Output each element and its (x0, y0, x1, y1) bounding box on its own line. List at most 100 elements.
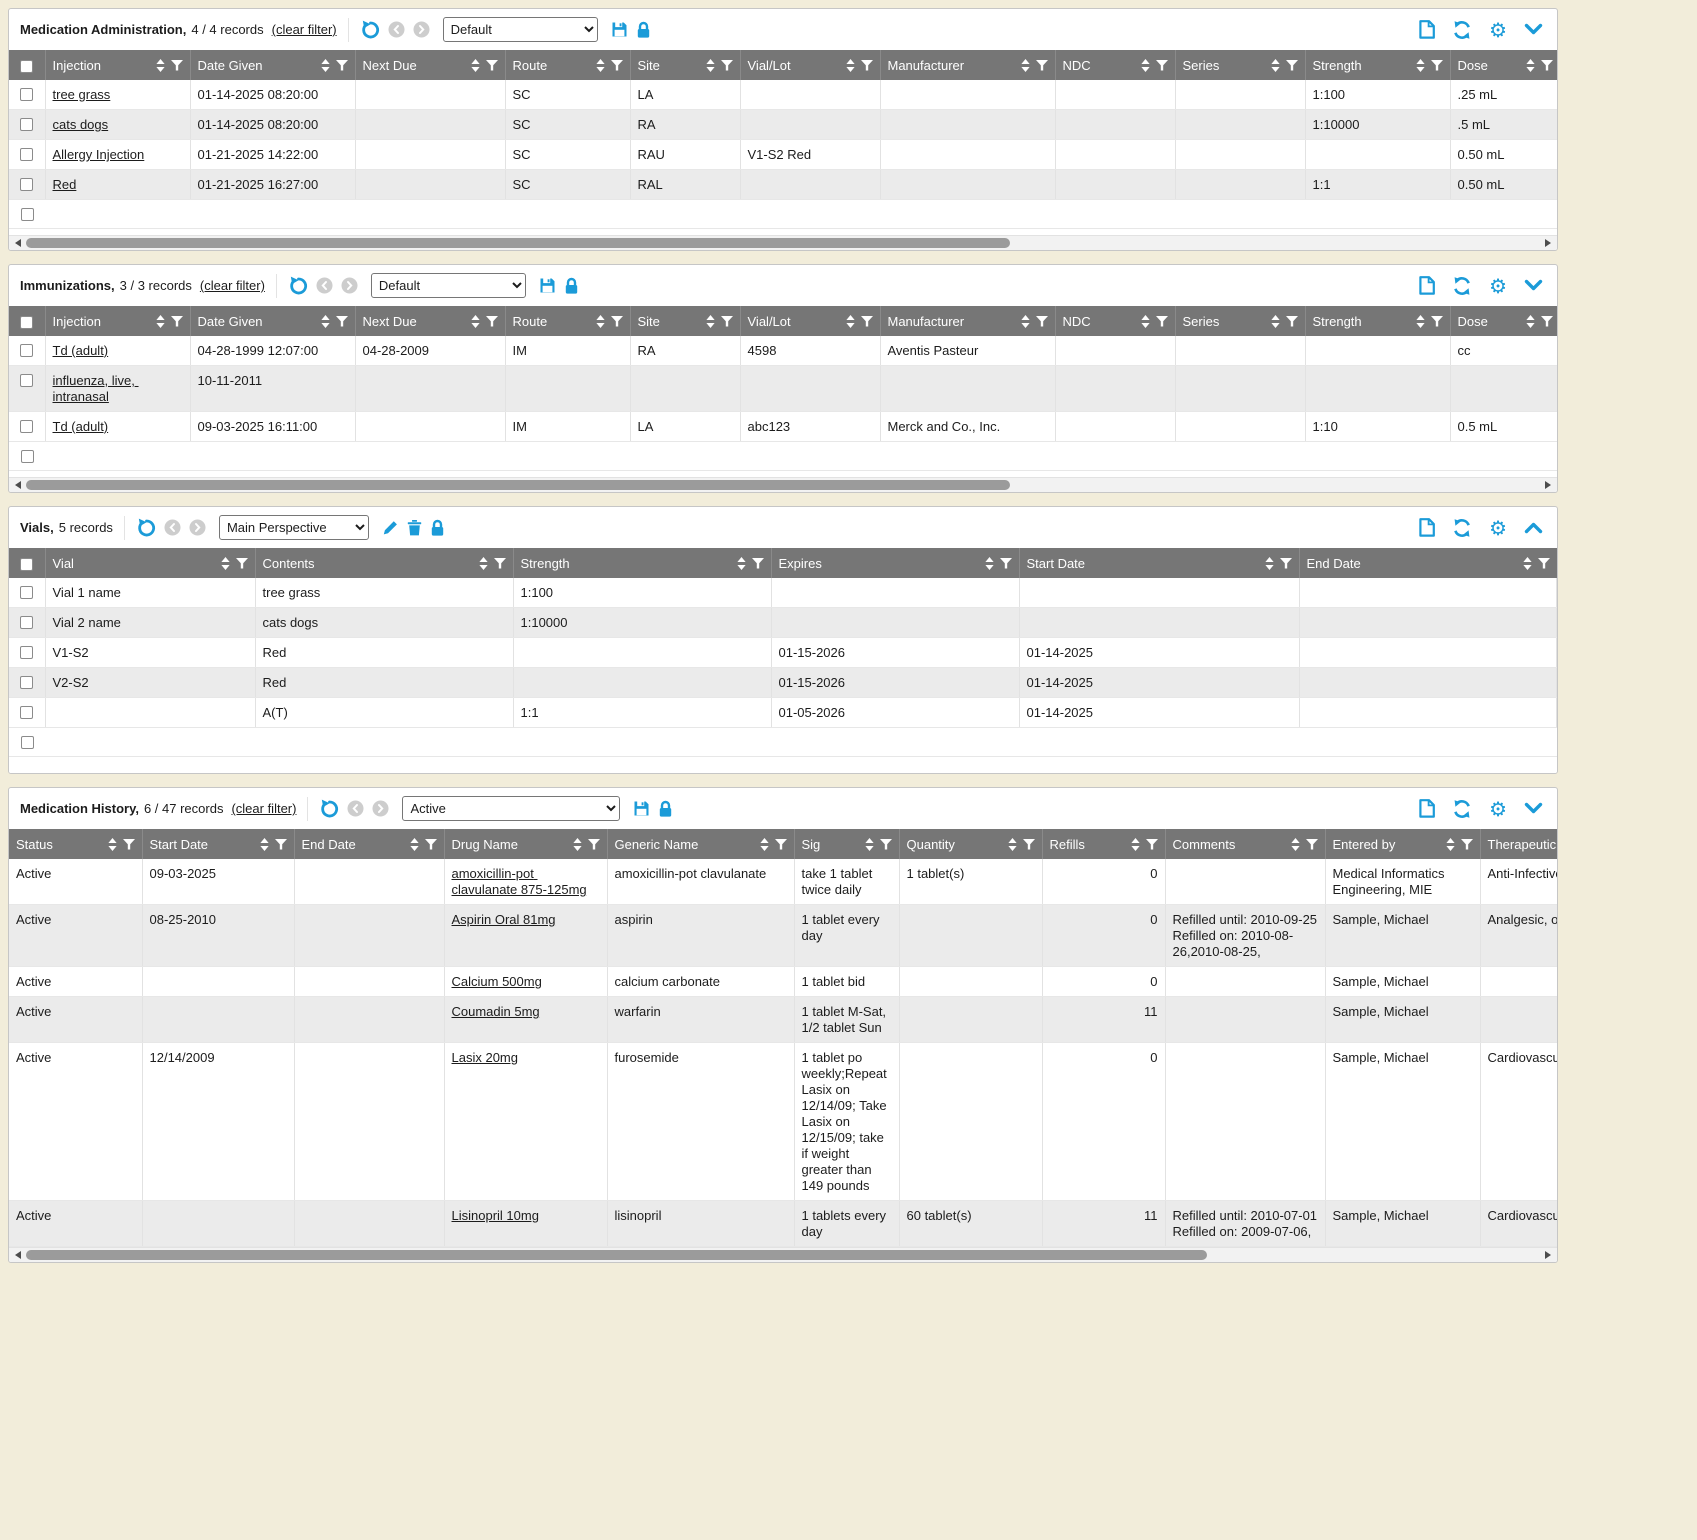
next-perspective-icon[interactable] (189, 519, 206, 536)
sort-icon[interactable] (706, 315, 715, 328)
row-checkbox[interactable] (21, 208, 34, 221)
new-document-icon[interactable] (1419, 20, 1435, 39)
sort-icon[interactable] (865, 838, 874, 851)
save-icon[interactable] (539, 277, 556, 294)
column-header-vial-lot[interactable]: Vial/Lot (740, 306, 880, 336)
row-checkbox[interactable] (21, 450, 34, 463)
column-header-site[interactable]: Site (630, 306, 740, 336)
sort-icon[interactable] (321, 59, 330, 72)
filter-icon[interactable] (721, 316, 733, 327)
perspective-select[interactable]: Default (371, 273, 526, 298)
sort-icon[interactable] (596, 315, 605, 328)
lock-icon[interactable] (564, 277, 579, 295)
sort-icon[interactable] (321, 315, 330, 328)
sort-icon[interactable] (1131, 838, 1140, 851)
collapse-icon[interactable] (1524, 23, 1543, 36)
perspective-select[interactable]: Main Perspective (219, 515, 369, 540)
sort-icon[interactable] (156, 59, 165, 72)
clear-filter-link[interactable]: (clear filter) (272, 22, 337, 37)
save-icon[interactable] (633, 800, 650, 817)
sort-icon[interactable] (1526, 315, 1535, 328)
sort-icon[interactable] (1271, 315, 1280, 328)
row-checkbox[interactable] (20, 178, 33, 191)
filter-icon[interactable] (1286, 60, 1298, 71)
column-header-route[interactable]: Route (505, 50, 630, 80)
gear-icon[interactable]: ⚙ (1489, 518, 1507, 538)
sort-icon[interactable] (1416, 59, 1425, 72)
gear-icon[interactable]: ⚙ (1489, 20, 1507, 40)
column-header-strength[interactable]: Strength (1305, 306, 1450, 336)
scrollbar-thumb[interactable] (26, 238, 1010, 248)
filter-icon[interactable] (486, 316, 498, 327)
filter-icon[interactable] (1036, 60, 1048, 71)
column-header-end-date[interactable]: End Date (1299, 548, 1557, 578)
column-header-expires[interactable]: Expires (771, 548, 1019, 578)
filter-icon[interactable] (861, 316, 873, 327)
cell-link[interactable]: influenza, live, intranasal (53, 373, 139, 404)
row-checkbox[interactable] (20, 646, 33, 659)
undo-icon[interactable] (288, 276, 308, 296)
save-icon[interactable] (611, 21, 628, 38)
select-all-checkbox[interactable] (20, 60, 33, 73)
expand-icon[interactable] (1524, 521, 1543, 534)
column-header-dose[interactable]: Dose (1450, 50, 1557, 80)
filter-icon[interactable] (336, 60, 348, 71)
column-header-quantity[interactable]: Quantity (899, 829, 1042, 859)
filter-icon[interactable] (171, 316, 183, 327)
cell-link[interactable]: Td (adult) (53, 343, 109, 358)
new-document-icon[interactable] (1419, 276, 1435, 295)
filter-icon[interactable] (1431, 316, 1443, 327)
cell-link[interactable]: Aspirin Oral 81mg (452, 912, 556, 927)
undo-icon[interactable] (319, 799, 339, 819)
cell-link[interactable]: Calcium 500mg (452, 974, 542, 989)
row-checkbox[interactable] (21, 736, 34, 749)
filter-icon[interactable] (1461, 839, 1473, 850)
scroll-right-arrow[interactable] (1540, 1248, 1556, 1262)
sort-icon[interactable] (846, 315, 855, 328)
column-header-status[interactable]: Status (9, 829, 142, 859)
filter-icon[interactable] (880, 839, 892, 850)
sort-icon[interactable] (108, 838, 117, 851)
prev-perspective-icon[interactable] (388, 21, 405, 38)
filter-icon[interactable] (1286, 316, 1298, 327)
scrollbar-thumb[interactable] (26, 1250, 1207, 1260)
sort-icon[interactable] (737, 557, 746, 570)
filter-icon[interactable] (1306, 839, 1318, 850)
new-document-icon[interactable] (1419, 518, 1435, 537)
filter-icon[interactable] (494, 558, 506, 569)
sort-icon[interactable] (410, 838, 419, 851)
column-header-site[interactable]: Site (630, 50, 740, 80)
filter-icon[interactable] (1280, 558, 1292, 569)
cell-link[interactable]: Lasix 20mg (452, 1050, 518, 1065)
sort-icon[interactable] (1141, 59, 1150, 72)
filter-icon[interactable] (775, 839, 787, 850)
column-header-next-due[interactable]: Next Due (355, 306, 505, 336)
lock-icon[interactable] (636, 21, 651, 39)
filter-icon[interactable] (1023, 839, 1035, 850)
next-perspective-icon[interactable] (341, 277, 358, 294)
column-header-manufacturer[interactable]: Manufacturer (880, 50, 1055, 80)
filter-icon[interactable] (1156, 60, 1168, 71)
sort-icon[interactable] (156, 315, 165, 328)
column-header-ndc[interactable]: NDC (1055, 306, 1175, 336)
sort-icon[interactable] (573, 838, 582, 851)
sort-icon[interactable] (1291, 838, 1300, 851)
filter-icon[interactable] (1541, 60, 1553, 71)
column-header-dose[interactable]: Dose (1450, 306, 1557, 336)
next-perspective-icon[interactable] (413, 21, 430, 38)
refresh-icon[interactable] (1452, 799, 1472, 819)
sort-icon[interactable] (985, 557, 994, 570)
sort-icon[interactable] (1141, 315, 1150, 328)
column-header-start-date[interactable]: Start Date (1019, 548, 1299, 578)
cell-link[interactable]: Td (adult) (53, 419, 109, 434)
column-header-injection[interactable]: Injection (45, 50, 190, 80)
column-header-refills[interactable]: Refills (1042, 829, 1165, 859)
undo-icon[interactable] (360, 20, 380, 40)
sort-icon[interactable] (1526, 59, 1535, 72)
filter-icon[interactable] (1146, 839, 1158, 850)
edit-icon[interactable] (382, 519, 399, 536)
horizontal-scrollbar[interactable] (9, 235, 1557, 250)
filter-icon[interactable] (861, 60, 873, 71)
cell-link[interactable]: cats dogs (53, 117, 109, 132)
sort-icon[interactable] (1523, 557, 1532, 570)
